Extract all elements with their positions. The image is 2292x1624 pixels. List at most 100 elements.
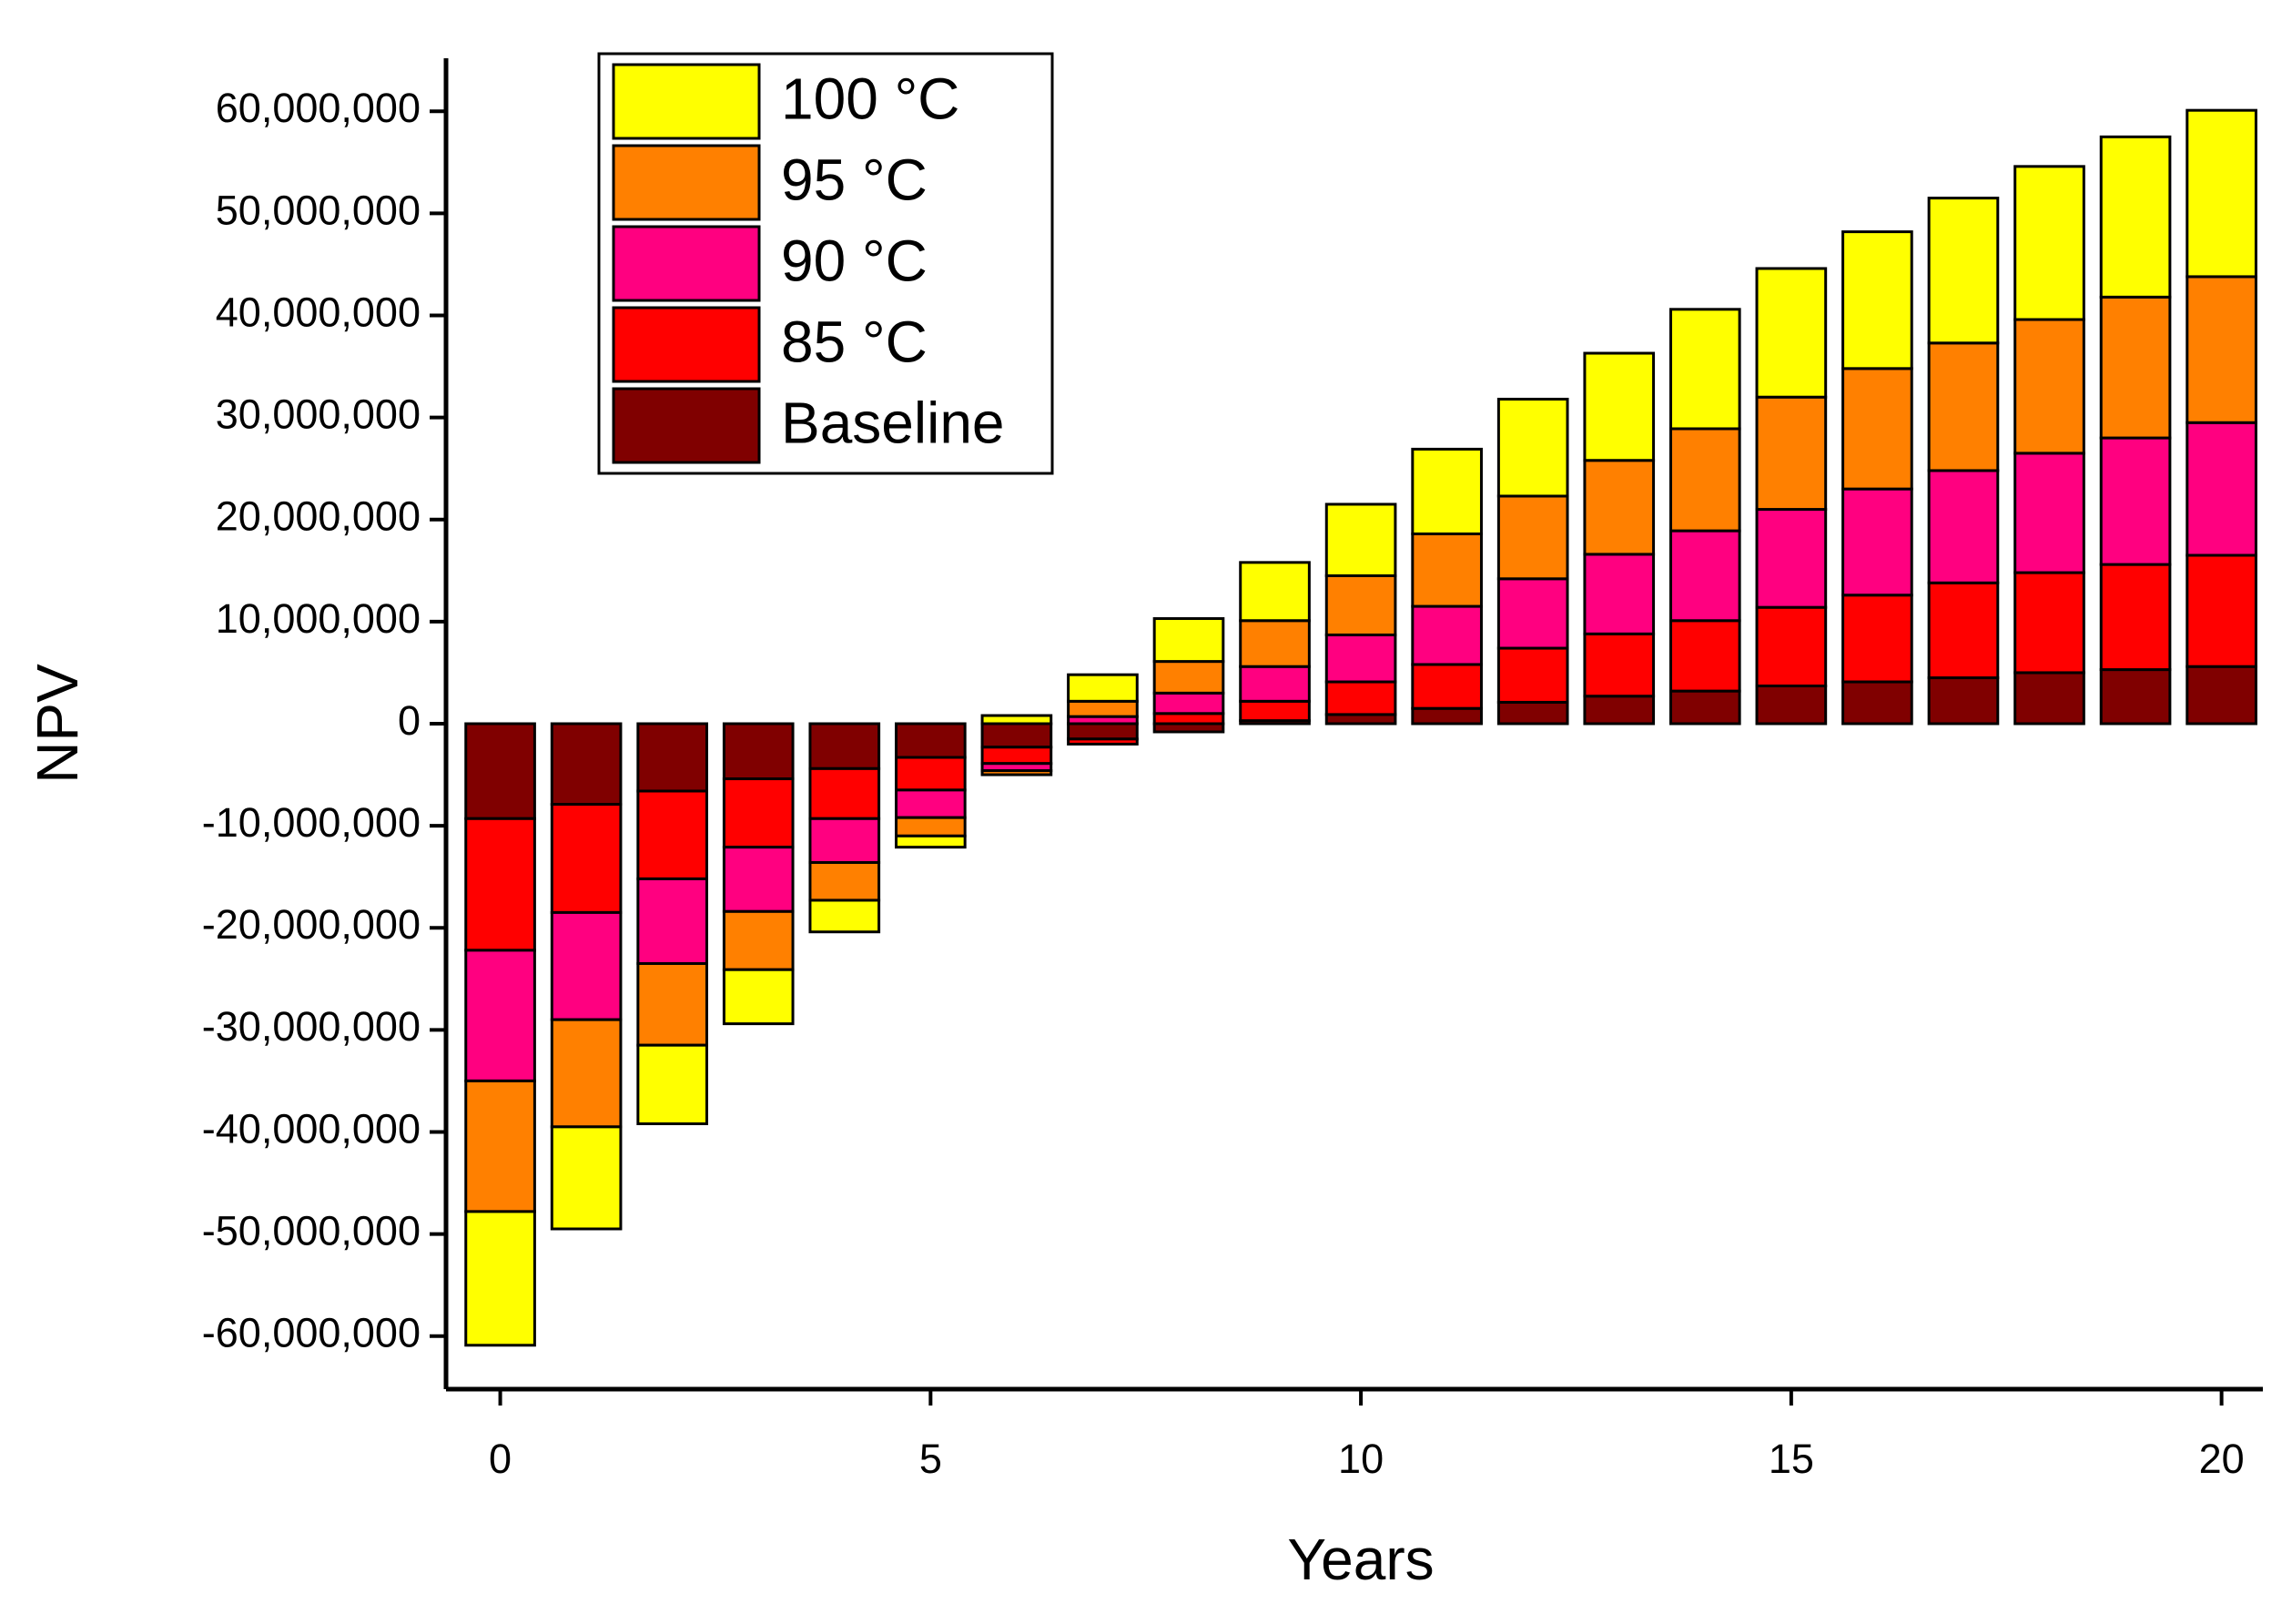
bar-segment xyxy=(895,788,967,819)
bar-segment xyxy=(1927,469,2000,584)
y-tick-label: 20,000,000 xyxy=(216,493,421,540)
bar-segment xyxy=(895,834,967,849)
bar-segment xyxy=(808,898,881,934)
y-tick-label: 10,000,000 xyxy=(216,595,421,642)
bar-segment xyxy=(1668,308,1741,431)
bar-segment xyxy=(1152,617,1225,664)
legend-swatch xyxy=(612,306,761,383)
bar-segment xyxy=(722,909,795,971)
bar-segment xyxy=(1583,632,1656,698)
bar-segment xyxy=(895,756,967,792)
bar-segment xyxy=(464,1210,536,1347)
bar-segment xyxy=(1841,680,1913,726)
bar-segment xyxy=(1755,508,1828,609)
bar-segment xyxy=(722,777,795,849)
legend-label: 85 °C xyxy=(781,309,928,374)
legend-swatch xyxy=(612,225,761,302)
bar-segment xyxy=(1067,699,1139,718)
bar-segment xyxy=(980,714,1053,726)
bar-segment xyxy=(636,789,708,880)
bar-segment xyxy=(2099,563,2172,672)
bar-segment xyxy=(1324,573,1397,636)
bar-segment xyxy=(2099,135,2172,299)
bar-segment xyxy=(1411,663,1483,710)
x-tick-label: 10 xyxy=(1338,1436,1384,1482)
bar-segment xyxy=(1324,502,1397,577)
legend-label: 95 °C xyxy=(781,147,928,212)
bar-segment xyxy=(2013,671,2085,726)
bar-segment xyxy=(1583,695,1656,726)
bar-segment xyxy=(1583,459,1656,556)
bar-segment xyxy=(1841,230,1913,370)
bar-segment xyxy=(1152,691,1225,716)
bar-segment xyxy=(550,1125,623,1231)
bar-segment xyxy=(2013,165,2085,321)
bar-segment xyxy=(1841,594,1913,684)
y-tick-label: -60,000,000 xyxy=(202,1310,421,1356)
bar-segment xyxy=(1583,553,1656,635)
bar-segment xyxy=(1496,646,1569,704)
bar-segment xyxy=(808,766,881,820)
bar-segment xyxy=(1583,351,1656,462)
y-axis-label: NPV xyxy=(25,664,90,784)
bar-segment xyxy=(1411,532,1483,608)
bar-segment xyxy=(1239,699,1311,723)
bar-segment xyxy=(2186,275,2257,424)
bar-segment xyxy=(636,961,708,1047)
bar-segment xyxy=(2186,421,2257,557)
bar-segment xyxy=(808,817,881,864)
bar-segment xyxy=(464,817,536,952)
bar-segment xyxy=(1755,605,1828,688)
y-tick-label: -30,000,000 xyxy=(202,1003,421,1050)
y-tick-label: -40,000,000 xyxy=(202,1105,421,1152)
x-tick-label: 5 xyxy=(919,1436,942,1482)
bar-segment xyxy=(722,846,795,913)
bar-segment xyxy=(1841,367,1913,491)
y-tick-label: -20,000,000 xyxy=(202,901,421,948)
bar-segment xyxy=(1755,267,1828,399)
bar-segment xyxy=(1239,561,1311,623)
y-tick-label: 40,000,000 xyxy=(216,289,421,335)
bar-segment xyxy=(636,1043,708,1125)
bar-segment xyxy=(1324,680,1397,716)
bar-segment xyxy=(550,803,623,914)
bar-segment xyxy=(1927,341,2000,472)
legend-label: 90 °C xyxy=(781,228,928,293)
bar-segment xyxy=(464,1079,536,1213)
bar-segment xyxy=(1927,581,2000,680)
bar-segment xyxy=(464,722,536,820)
bar-segment xyxy=(1927,197,2000,345)
bar-segment xyxy=(1067,737,1139,746)
legend-swatch xyxy=(612,387,761,464)
bar-segment xyxy=(1668,529,1741,623)
bar-segment xyxy=(1411,706,1483,726)
bar-segment xyxy=(2013,452,2085,574)
y-tick-label: 60,000,000 xyxy=(216,85,421,131)
bar-segment xyxy=(1668,619,1741,693)
bar-segment xyxy=(1496,397,1569,498)
bar-segment xyxy=(2186,665,2257,726)
legend-label: Baseline xyxy=(781,390,1005,455)
bar-segment xyxy=(464,949,536,1082)
bar-segment xyxy=(1496,577,1569,650)
bar-segment xyxy=(1067,722,1139,741)
bar-segment xyxy=(1324,713,1397,726)
bar-segment xyxy=(980,722,1053,749)
y-tick-label: 0 xyxy=(398,697,421,744)
bar-segment xyxy=(980,746,1053,766)
bar-segment xyxy=(2013,318,2085,455)
legend-swatch xyxy=(612,144,761,221)
bar-segment xyxy=(1668,689,1741,726)
bar-segment xyxy=(1496,700,1569,726)
bar-segment xyxy=(1755,395,1828,512)
x-tick-label: 15 xyxy=(1769,1436,1814,1482)
bar-segment xyxy=(1152,712,1225,726)
bar-segment xyxy=(1841,487,1913,597)
bar-segment xyxy=(2099,295,2172,440)
bar-segment xyxy=(2186,108,2257,279)
bar-segment xyxy=(2099,436,2172,566)
bar-segment xyxy=(1067,673,1139,703)
y-tick-label: 50,000,000 xyxy=(216,187,421,233)
bar-segment xyxy=(2013,571,2085,675)
